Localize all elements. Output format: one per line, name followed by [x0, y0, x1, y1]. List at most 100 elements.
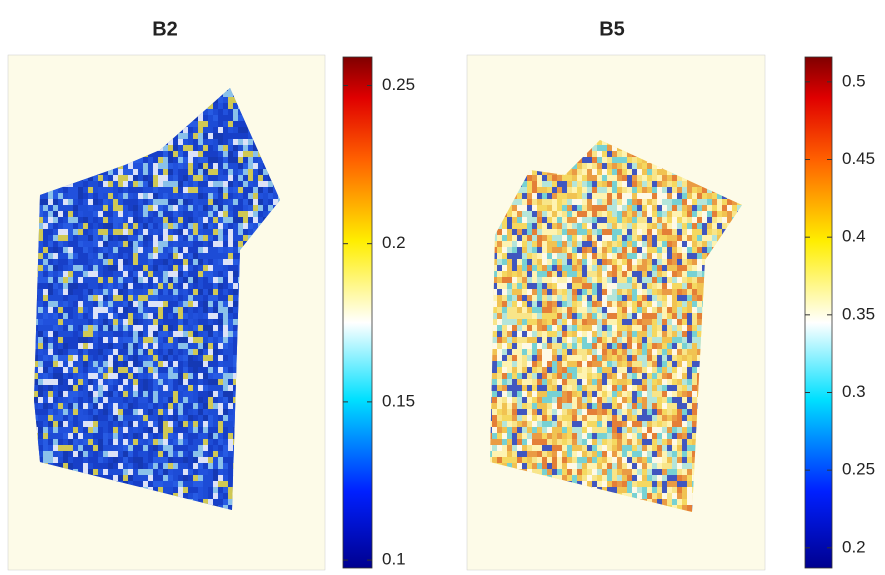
- field-pixel: [43, 193, 48, 199]
- field-pixel: [133, 385, 138, 391]
- field-pixel: [228, 355, 233, 361]
- field-pixel: [218, 493, 223, 499]
- field-pixel: [238, 205, 243, 211]
- field-pixel: [188, 355, 193, 361]
- field-pixel: [148, 403, 153, 409]
- field-pixel: [48, 457, 53, 463]
- field-pixel: [93, 421, 98, 427]
- field-pixel: [123, 421, 128, 427]
- field-pixel: [113, 181, 118, 187]
- field-pixel: [228, 493, 233, 499]
- field-pixel: [63, 265, 68, 271]
- field-pixel: [113, 403, 118, 409]
- field-pixel: [108, 235, 113, 241]
- field-pixel: [178, 157, 183, 163]
- field-pixel: [128, 289, 133, 295]
- field-pixel: [148, 355, 153, 361]
- field-pixel: [78, 439, 83, 445]
- field-pixel: [233, 169, 238, 175]
- field-pixel: [93, 433, 98, 439]
- field-pixel: [113, 475, 118, 481]
- field-pixel: [118, 439, 123, 445]
- field-pixel: [128, 445, 133, 451]
- field-pixel: [223, 253, 228, 259]
- field-pixel: [103, 439, 108, 445]
- field-pixel: [98, 319, 103, 325]
- field-pixel: [143, 415, 148, 421]
- field-pixel: [158, 169, 163, 175]
- field-pixel: [223, 481, 228, 487]
- field-pixel: [68, 283, 73, 289]
- field-pixel: [233, 127, 238, 133]
- field-pixel: [258, 169, 263, 175]
- field-pixel: [213, 475, 218, 481]
- field-pixel: [168, 301, 173, 307]
- field-pixel: [118, 265, 123, 271]
- field-pixel: [198, 367, 203, 373]
- field-pixel: [203, 253, 208, 259]
- field-pixel: [163, 175, 168, 181]
- field-pixel: [148, 223, 153, 229]
- field-pixel: [203, 271, 208, 277]
- field-pixel: [158, 325, 163, 331]
- field-pixel: [123, 169, 128, 175]
- field-pixel: [148, 253, 153, 259]
- field-pixel: [103, 415, 108, 421]
- field-pixel: [88, 211, 93, 217]
- field-pixel: [193, 409, 198, 415]
- field-pixel: [228, 379, 233, 385]
- field-pixel: [223, 439, 228, 445]
- field-pixel: [108, 193, 113, 199]
- field-pixel: [108, 421, 113, 427]
- field-pixel: [183, 493, 188, 499]
- field-pixel: [53, 361, 58, 367]
- field-pixel: [153, 283, 158, 289]
- field-pixel: [168, 325, 173, 331]
- field-pixel: [148, 337, 153, 343]
- field-pixel: [153, 307, 158, 313]
- field-pixel: [243, 193, 248, 199]
- field-pixel: [213, 127, 218, 133]
- field-pixel: [63, 415, 68, 421]
- field-pixel: [213, 337, 218, 343]
- field-pixel: [198, 253, 203, 259]
- field-pixel: [173, 265, 178, 271]
- field-pixel: [168, 313, 173, 319]
- field-pixel: [58, 439, 63, 445]
- field-pixel: [248, 205, 253, 211]
- field-pixel: [103, 355, 108, 361]
- field-pixel: [128, 475, 133, 481]
- field-pixel: [113, 451, 118, 457]
- field-pixel: [48, 235, 53, 241]
- field-pixel: [38, 385, 43, 391]
- field-pixel: [118, 349, 123, 355]
- field-pixel: [98, 439, 103, 445]
- field-pixel: [158, 229, 163, 235]
- field-pixel: [228, 319, 233, 325]
- field-pixel: [183, 253, 188, 259]
- field-pixel: [128, 463, 133, 469]
- field-pixel: [48, 451, 53, 457]
- field-pixel: [163, 151, 168, 157]
- field-pixel: [48, 241, 53, 247]
- field-pixel: [43, 361, 48, 367]
- field-pixel: [133, 289, 138, 295]
- field-pixel: [113, 433, 118, 439]
- field-pixel: [128, 313, 133, 319]
- field-pixel: [113, 295, 118, 301]
- field-pixel: [163, 313, 168, 319]
- field-pixel: [258, 211, 263, 217]
- field-pixel: [138, 265, 143, 271]
- field-pixel: [78, 367, 83, 373]
- field-pixel: [208, 241, 213, 247]
- field-pixel: [53, 277, 58, 283]
- field-pixel: [173, 457, 178, 463]
- field-pixel: [253, 151, 258, 157]
- field-pixel: [168, 439, 173, 445]
- field-pixel: [208, 391, 213, 397]
- field-pixel: [173, 271, 178, 277]
- field-pixel: [198, 475, 203, 481]
- field-pixel: [198, 301, 203, 307]
- field-pixel: [263, 175, 268, 181]
- field-pixel: [218, 97, 223, 103]
